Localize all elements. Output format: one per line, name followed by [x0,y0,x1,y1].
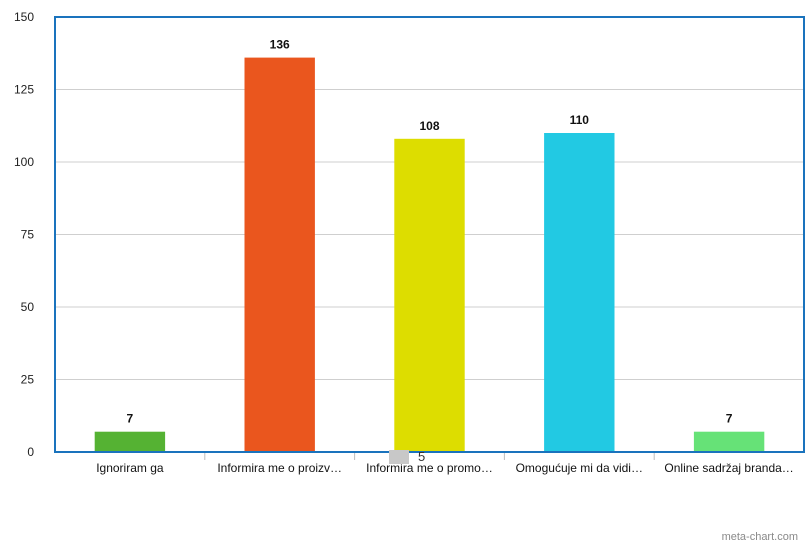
y-tick-label: 25 [21,373,35,387]
legend-swatch [389,449,409,464]
data-label: 136 [270,38,290,52]
y-tick-label: 50 [21,300,35,314]
y-tick-label: 75 [21,228,35,242]
y-tick-label: 0 [27,445,34,459]
x-tick-label: Omogućuje mi da vidi… [516,461,643,475]
plot-frame [54,16,805,453]
y-tick-label: 150 [14,10,34,24]
y-tick-label: 100 [14,155,34,169]
data-label: 108 [419,119,439,133]
bar [544,133,615,452]
x-tick-label: Online sadržaj branda… [664,461,793,475]
x-tick-label: Informira me o proizv… [217,461,342,475]
data-label: 7 [127,412,134,426]
legend[interactable]: 5 [389,449,425,464]
credit-text: meta-chart.com [721,531,798,543]
bar [244,57,315,452]
bar [94,431,166,452]
legend-label: 5 [418,449,426,464]
y-tick-label: 125 [14,83,34,97]
bar [394,138,465,453]
bar [693,431,765,452]
x-tick-label: Ignoriram ga [96,461,164,475]
x-tick-label: Informira me o promo… [366,461,493,475]
data-label: 110 [570,113,590,127]
data-label: 7 [726,412,733,426]
